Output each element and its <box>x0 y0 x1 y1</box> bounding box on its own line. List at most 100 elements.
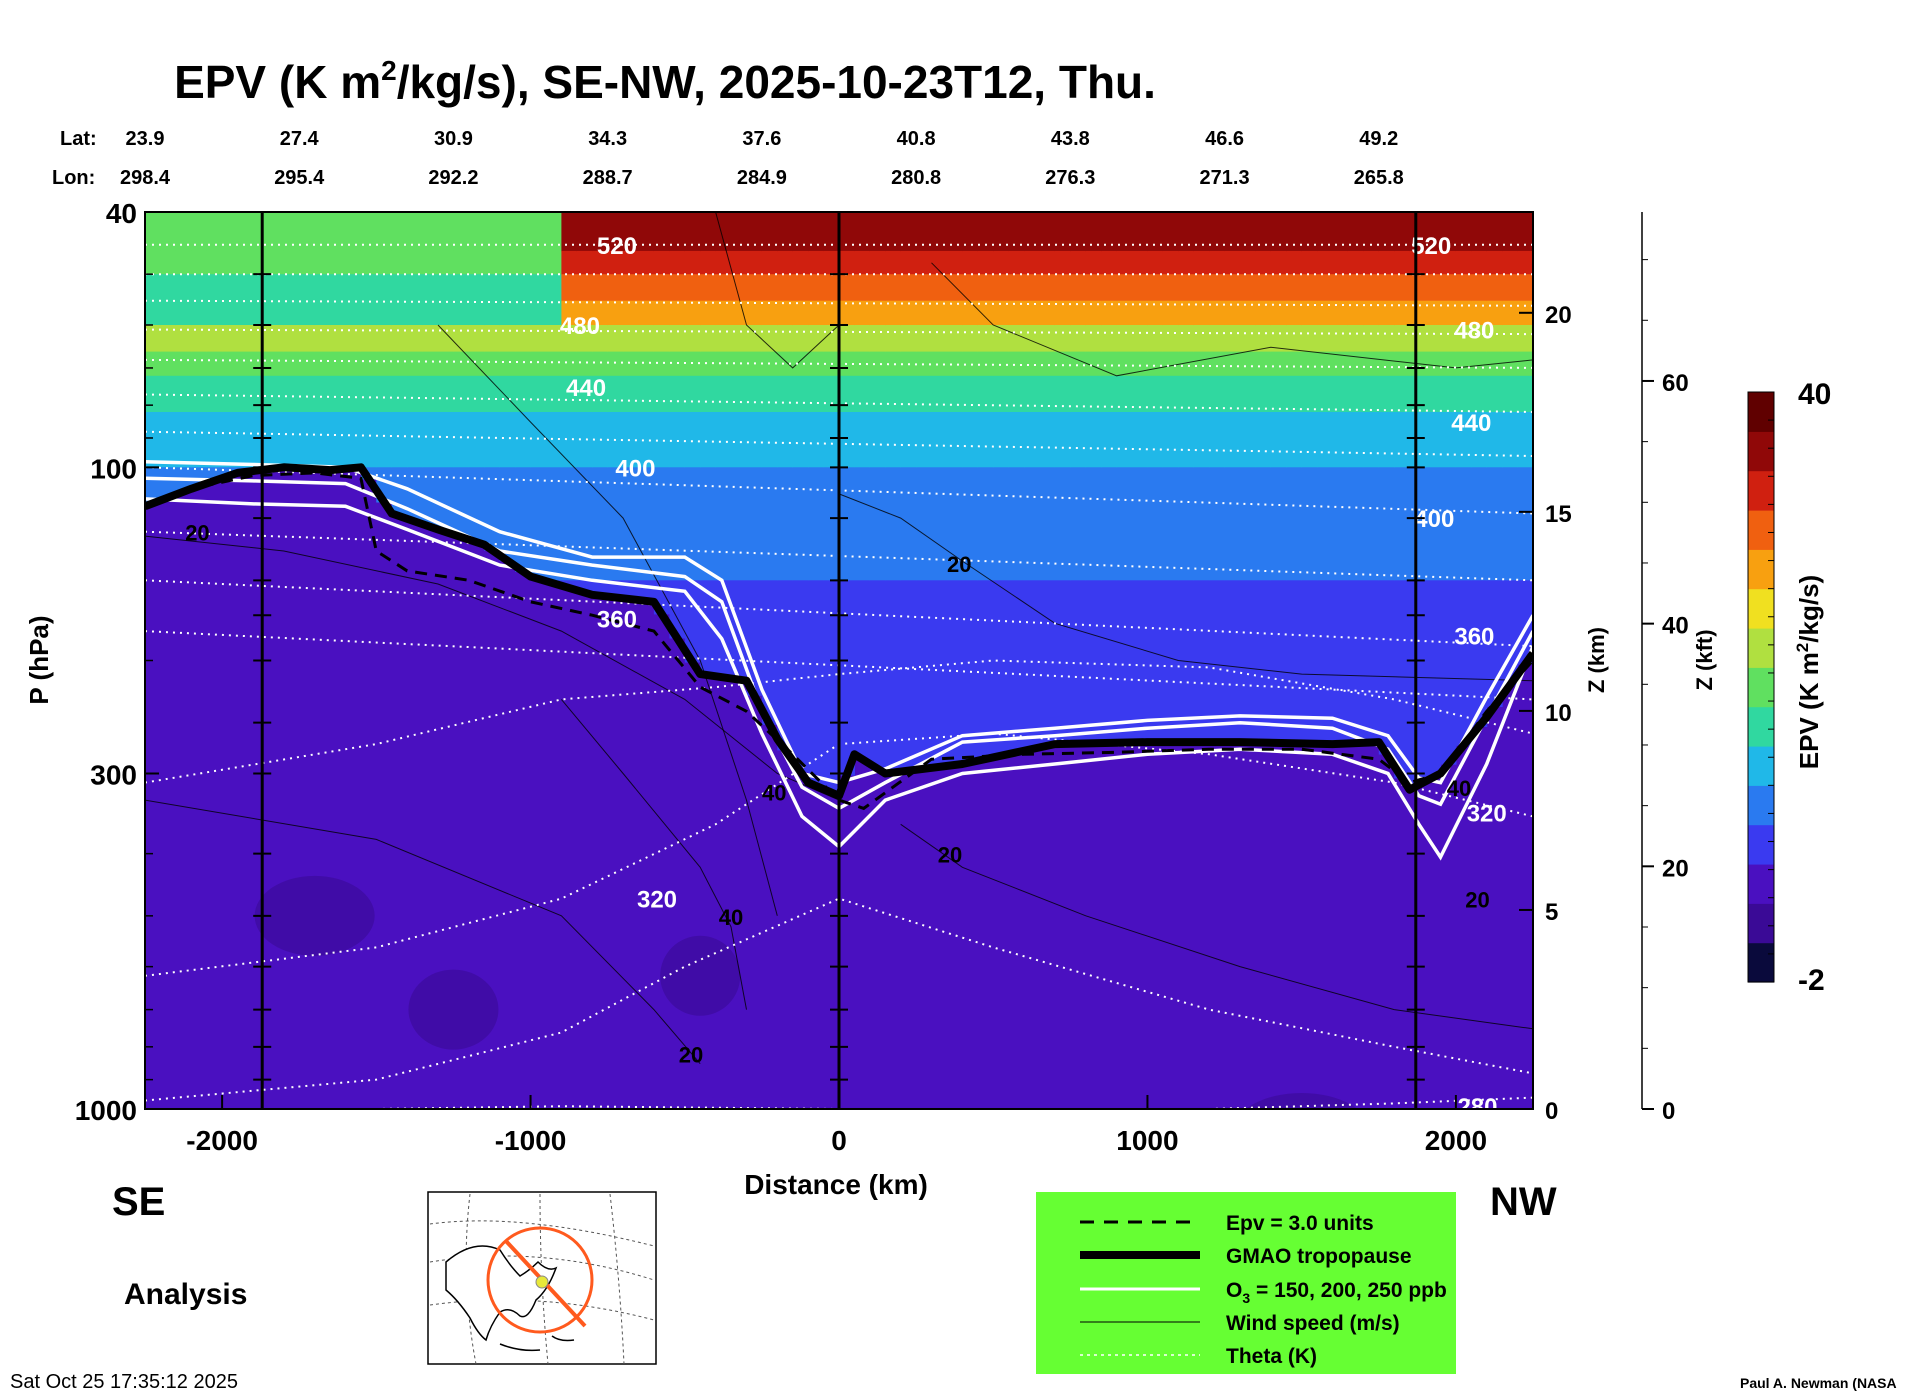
epv-cell <box>777 300 794 326</box>
epv-cell <box>638 412 655 468</box>
epv-cell <box>145 325 161 353</box>
epv-cell <box>1070 467 1087 581</box>
epv-cell <box>916 375 933 413</box>
colorbar-segment <box>1748 824 1774 865</box>
epv-cell <box>1132 325 1148 353</box>
wind-contour-label: 20 <box>185 521 209 546</box>
epv-cell <box>993 274 1010 302</box>
epv-cell <box>885 274 902 302</box>
epv-cell <box>823 580 840 794</box>
epv-cell <box>314 412 331 468</box>
epv-cell <box>1455 212 1472 252</box>
epv-cell <box>1240 325 1256 353</box>
epv-cell <box>746 580 763 696</box>
epv-cell <box>962 375 979 413</box>
colorbar-segment <box>1748 392 1774 432</box>
epv-cell <box>1394 250 1411 275</box>
epv-cell <box>1363 412 1380 468</box>
epv-cell <box>1101 212 1118 252</box>
epv-cell <box>808 250 825 275</box>
epv-cell <box>684 300 701 326</box>
epv-cell <box>1024 375 1041 413</box>
epv-cell <box>947 212 963 252</box>
epv-cell <box>268 351 285 377</box>
epv-cell <box>1008 325 1025 353</box>
epv-cell <box>376 274 393 302</box>
epv-cell <box>1070 300 1087 326</box>
epv-cell <box>931 325 948 353</box>
epv-cell <box>546 375 562 413</box>
epv-cell <box>623 212 640 252</box>
epv-cell <box>283 351 300 377</box>
epv-cell <box>1471 212 1488 252</box>
epv-cell <box>1425 274 1441 302</box>
epv-cell <box>1409 250 1426 275</box>
epv-cell <box>731 351 747 377</box>
epv-cell <box>1270 467 1287 581</box>
epv-cell <box>1054 250 1071 275</box>
lat-lon-values: 23.9 298.4 27.4 295.4 30.9 292.2 34.3 288.7 37.6… <box>120 128 1404 189</box>
epv-cell <box>623 467 640 581</box>
epv-cell <box>438 300 454 326</box>
colorbar-segment <box>1748 588 1774 629</box>
epv-cell <box>376 300 393 326</box>
epv-cell <box>345 212 362 252</box>
z-kft-tick-label: 60 <box>1662 370 1689 397</box>
epv-cell <box>1332 300 1349 326</box>
epv-cell <box>931 250 948 275</box>
epv-cell <box>1301 375 1318 413</box>
epv-cell <box>669 325 686 353</box>
epv-cell <box>839 274 855 302</box>
epv-cell <box>962 412 979 468</box>
epv-cell <box>1363 300 1380 326</box>
epv-cell <box>1178 325 1195 353</box>
epv-cell <box>1024 351 1041 377</box>
epv-cell <box>515 351 532 377</box>
y-axis: 1000 300 100 40 <box>75 198 159 1126</box>
epv-cell <box>1502 325 1519 353</box>
epv-cell <box>515 412 532 468</box>
epv-cell <box>1116 467 1133 581</box>
epv-cell <box>1132 375 1148 413</box>
epv-cell <box>1085 375 1102 413</box>
epv-field <box>145 212 1533 1109</box>
epv-cell <box>1178 274 1195 302</box>
epv-cell <box>1039 212 1056 252</box>
wind-contour-label: 40 <box>1447 776 1471 801</box>
epv-cell <box>1224 300 1241 326</box>
epv-cell <box>1409 212 1426 252</box>
epv-cell <box>376 375 393 413</box>
epv-cell <box>916 274 933 302</box>
cross-section-map-icon <box>427 1191 657 1365</box>
epv-cell <box>669 274 686 302</box>
epv-cell <box>561 250 578 275</box>
gmao-tropopause-line <box>145 463 1533 800</box>
epv-cell <box>1425 375 1441 413</box>
epv-cell <box>592 375 609 413</box>
epv-cell <box>607 274 624 302</box>
epv-patch <box>254 875 375 956</box>
epv-cell <box>1425 580 1441 779</box>
epv-cell <box>237 351 254 377</box>
epv-cell <box>1502 375 1519 413</box>
epv-cell <box>484 351 501 377</box>
epv-cell <box>1116 412 1133 468</box>
epv-cell <box>1394 274 1411 302</box>
epv-cell <box>299 375 316 413</box>
epv-cell <box>715 325 732 353</box>
epv-cell <box>669 351 686 377</box>
epv-cell <box>1440 325 1457 353</box>
epv-cell <box>653 351 670 377</box>
epv-cell <box>947 467 963 581</box>
epv-cell <box>1409 412 1426 468</box>
epv-cell <box>1132 250 1148 275</box>
epv-cell <box>1240 467 1256 581</box>
epv-cell <box>1039 351 1056 377</box>
epv-cell <box>222 412 239 468</box>
colorbar-max-label: 40 <box>1798 378 1831 411</box>
epv-cell <box>653 467 670 581</box>
epv-cell <box>360 274 377 302</box>
epv-cell <box>869 250 886 275</box>
z-km-tick-label: 0 <box>1545 1098 1558 1125</box>
theta-contour-label: 480 <box>560 313 600 340</box>
